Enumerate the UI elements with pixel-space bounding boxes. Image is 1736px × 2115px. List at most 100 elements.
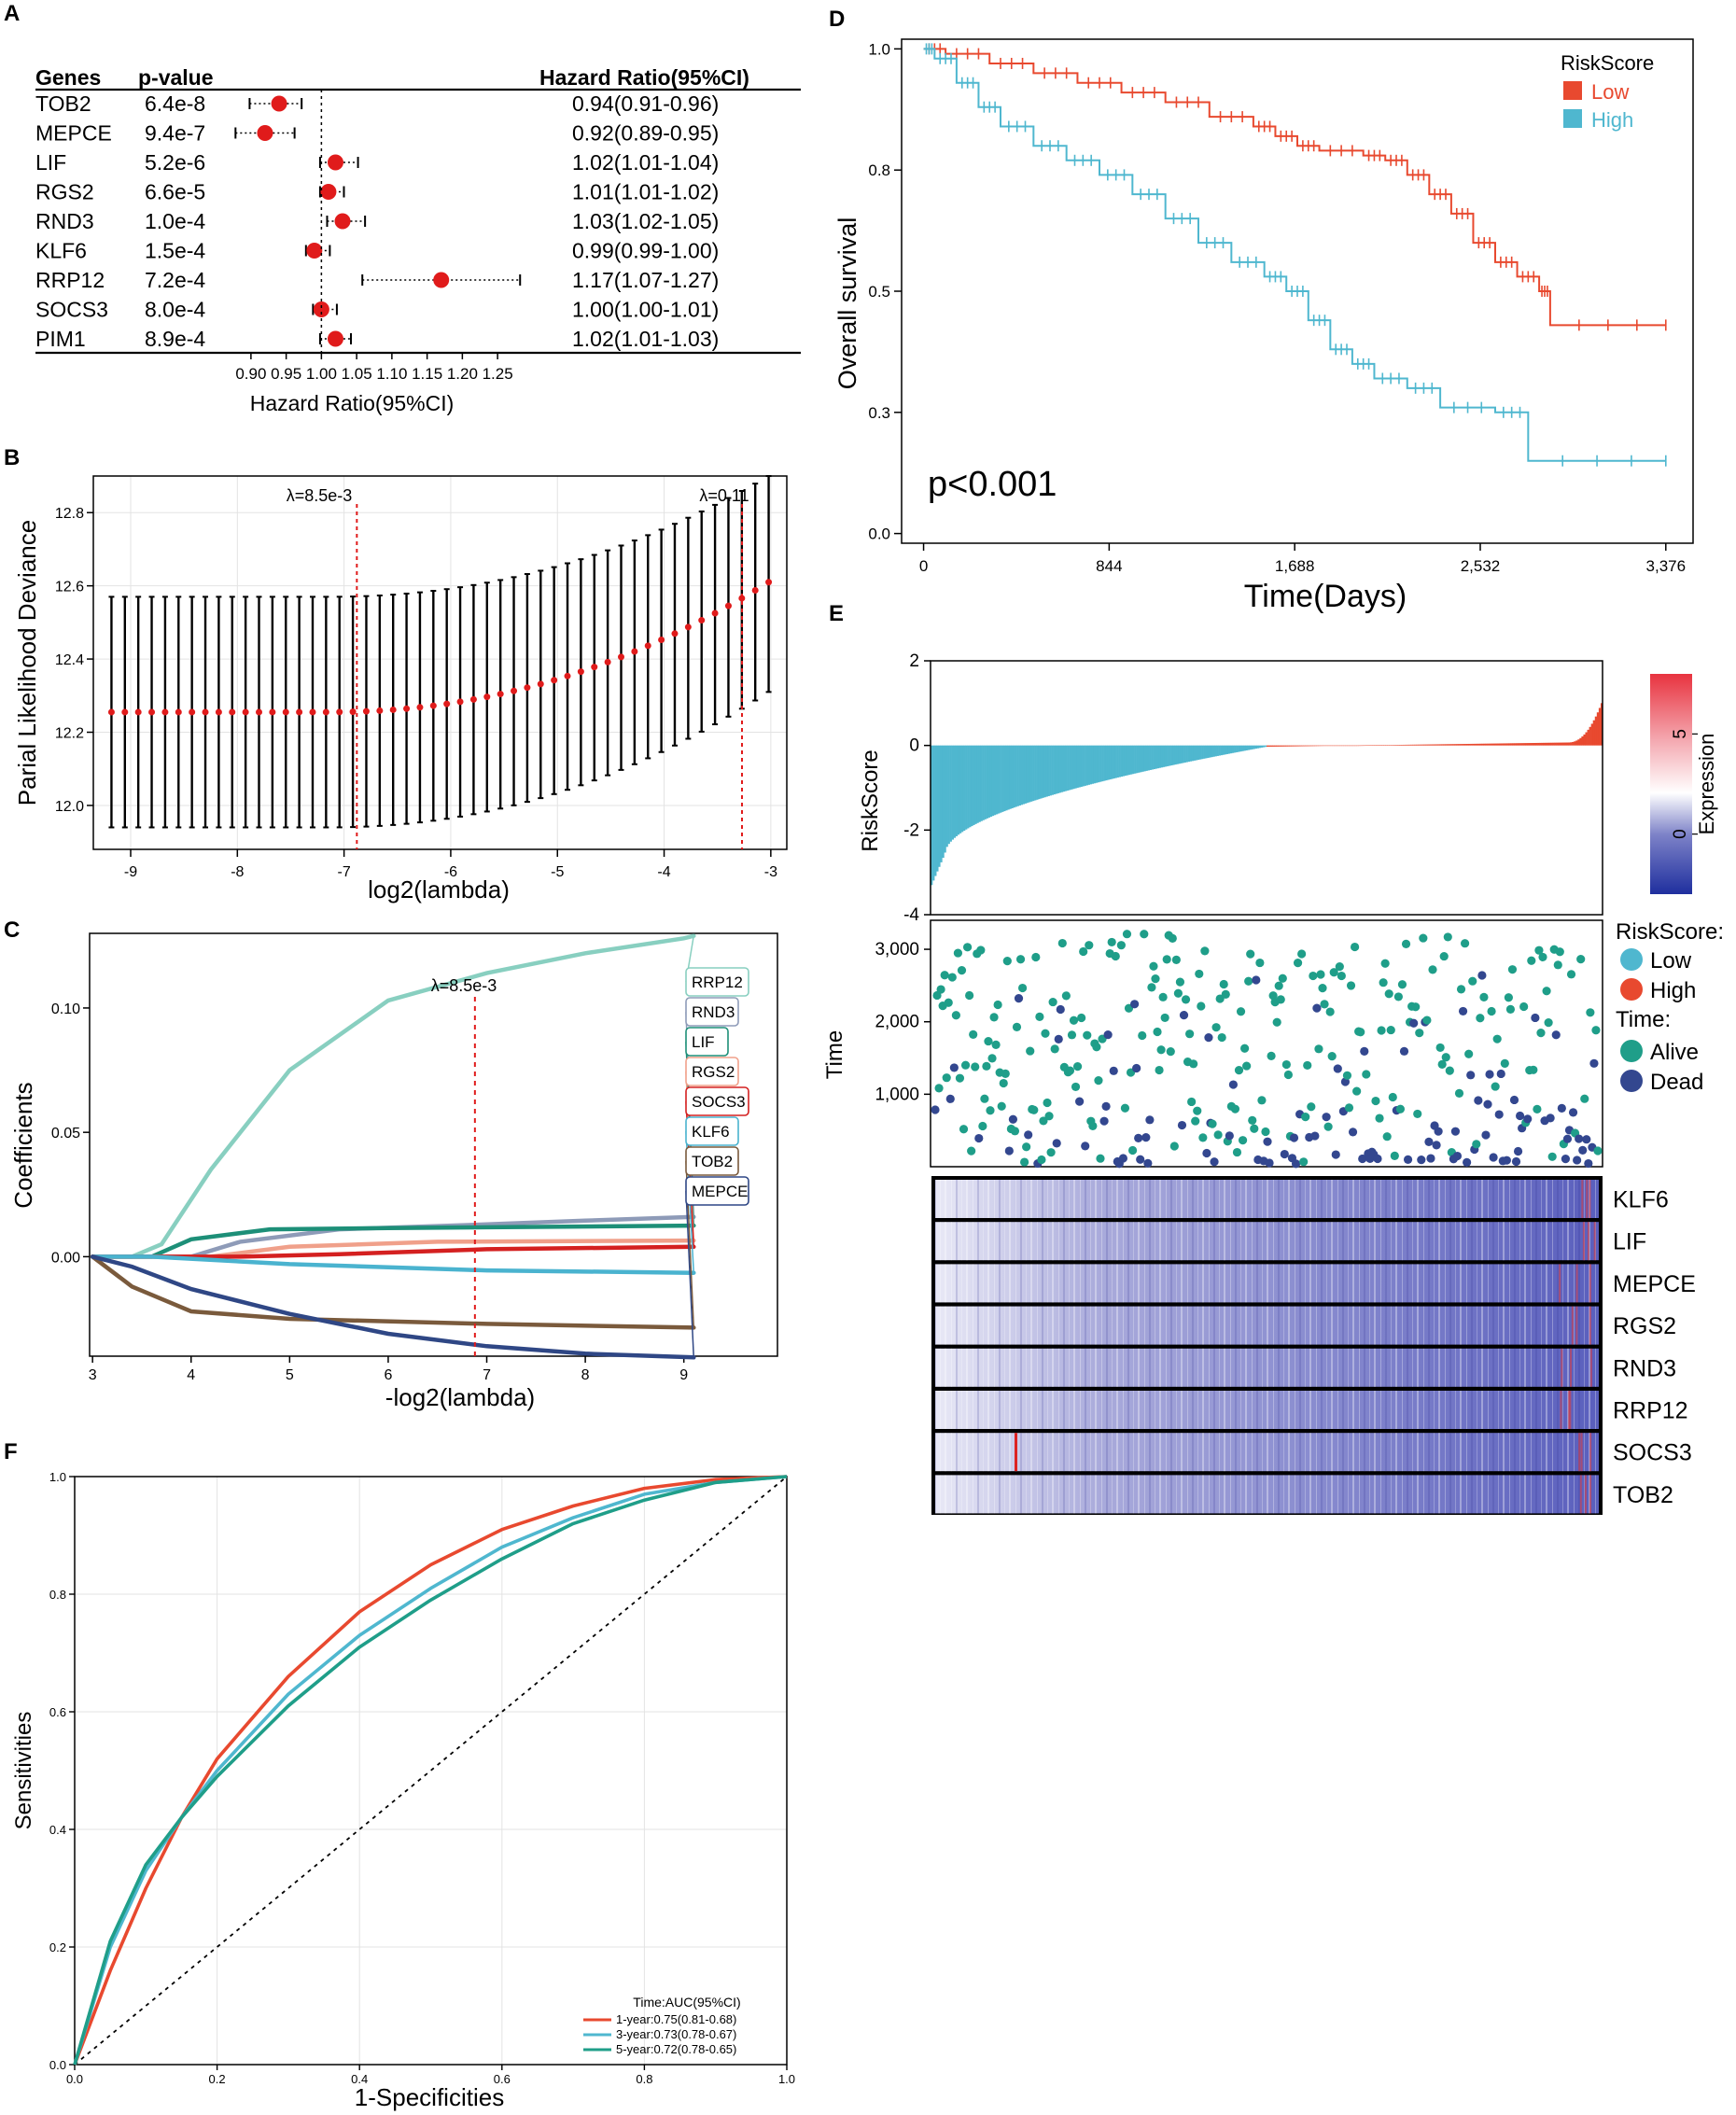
alive-point xyxy=(1445,1066,1454,1075)
alive-point xyxy=(1320,1000,1329,1009)
alive-point xyxy=(1283,1070,1293,1080)
km-y-label: Overall survival xyxy=(833,217,861,390)
cv-mean-point xyxy=(175,708,182,716)
riskscore-bar xyxy=(1178,745,1181,764)
alive-point xyxy=(1356,1028,1365,1037)
riskscore-bar xyxy=(1560,742,1563,746)
riskscore-bar xyxy=(1158,745,1162,768)
heatmap-high-cell xyxy=(1589,1475,1592,1514)
riskscore-bar xyxy=(1505,743,1507,746)
alive-point xyxy=(1278,973,1287,983)
dead-point xyxy=(1403,1155,1413,1164)
riskscore-bar xyxy=(1327,745,1331,747)
panel-b: B -9 -8 -7 -6 -5 -4 -3 12.0 12.2 12.4 12.6 12.8 λ=8… xyxy=(4,445,788,903)
riskscore-y-tick-label: 2 xyxy=(909,651,919,671)
riskscore-bar xyxy=(938,745,941,867)
alive-point xyxy=(1230,1104,1240,1114)
alive-point xyxy=(1255,958,1265,968)
riskscore-bar xyxy=(1113,745,1115,779)
roc-y-tick-label: 0.8 xyxy=(49,1588,66,1602)
alive-point xyxy=(1534,945,1544,955)
alive-point xyxy=(1566,970,1576,979)
riskscore-bar xyxy=(1420,744,1422,746)
riskscore-bar xyxy=(1418,744,1421,746)
riskscore-bar xyxy=(1262,745,1266,748)
alive-point xyxy=(1507,965,1518,974)
riskscore-bar xyxy=(949,745,952,842)
dead-point xyxy=(1358,1154,1367,1164)
dead-point xyxy=(1485,1070,1494,1079)
alive-point xyxy=(1138,1030,1147,1041)
alive-point xyxy=(1314,1044,1323,1054)
riskscore-bar xyxy=(1579,737,1582,746)
cv-mean-point xyxy=(269,708,276,716)
dead-point xyxy=(1075,1097,1085,1106)
dead-point xyxy=(949,1063,959,1072)
riskscore-bar xyxy=(1362,745,1365,747)
km-curve-low xyxy=(923,48,1666,327)
cv-mean-point xyxy=(577,668,584,676)
heatmap-high-cell xyxy=(1578,1433,1581,1472)
alive-point xyxy=(982,1061,991,1071)
dead-point xyxy=(1360,1046,1369,1056)
riskscore-bar xyxy=(1293,745,1296,747)
coef-y-tick-label: 0.10 xyxy=(51,1001,80,1017)
riskscore-bar xyxy=(1298,745,1302,747)
heatmap-high-cell xyxy=(1580,1433,1583,1472)
alive-point xyxy=(1031,952,1041,962)
heatmap-high-cell xyxy=(1589,1180,1591,1218)
forest-gene-label: PIM1 xyxy=(35,327,86,351)
riskscore-bar xyxy=(1305,745,1308,747)
alive-point xyxy=(1187,1097,1197,1107)
riskscore-bar xyxy=(1111,745,1113,779)
riskscore-bar xyxy=(987,745,991,818)
riskscore-bar xyxy=(1349,745,1351,747)
riskscore-bar xyxy=(1285,745,1288,747)
riskscore-bar xyxy=(1160,745,1164,768)
riskscore-bar xyxy=(1574,741,1576,746)
alive-point xyxy=(1454,1088,1464,1098)
riskscore-bar xyxy=(1429,744,1433,746)
alive-point xyxy=(1337,971,1346,981)
alive-point xyxy=(1043,1098,1052,1108)
alive-point xyxy=(1395,1104,1406,1114)
riskscore-bar xyxy=(1423,744,1427,746)
dead-point xyxy=(1584,1158,1593,1169)
dead-point xyxy=(1130,1000,1140,1009)
cv-mean-point xyxy=(189,708,196,716)
riskscore-bar xyxy=(1468,743,1471,746)
km-y-tick-label: 0.3 xyxy=(868,404,890,422)
alive-point xyxy=(1169,1142,1179,1151)
dead-point xyxy=(1103,1030,1113,1040)
roc-x-tick-label: 1.0 xyxy=(778,2072,795,2086)
panel-letter-b: B xyxy=(4,445,20,470)
forest-header-genes: Genes xyxy=(35,65,101,90)
heatmap-gene-label: RND3 xyxy=(1613,1355,1676,1381)
alive-point xyxy=(1107,937,1116,947)
coef-y-tick-label: 0.00 xyxy=(51,1250,80,1266)
alive-point xyxy=(1307,1102,1316,1112)
riskscore-bar xyxy=(1020,745,1024,805)
forest-x-tick-label: 1.00 xyxy=(306,365,337,383)
forest-x-tick-label: 1.05 xyxy=(342,365,372,383)
riskscore-bar xyxy=(1258,745,1262,749)
riskscore-bar xyxy=(1107,745,1110,780)
riskscore-bar xyxy=(957,745,960,835)
heatmap-high-cell xyxy=(1559,1264,1561,1303)
riskscore-bar xyxy=(1543,742,1546,746)
alive-point xyxy=(1193,1106,1202,1115)
dead-point xyxy=(1589,1058,1599,1068)
dead-point xyxy=(1101,1101,1111,1111)
km-y-tick-label: 0.5 xyxy=(868,283,890,301)
riskscore-bar xyxy=(1080,745,1083,788)
alive-point xyxy=(1468,976,1477,986)
riskscore-bar xyxy=(1238,745,1240,752)
riskscore-bar xyxy=(1556,742,1559,746)
forest-pvalue: 6.6e-5 xyxy=(145,180,205,204)
cv-mean-point xyxy=(644,642,651,650)
cv-mean-point xyxy=(309,708,316,716)
riskscore-bar xyxy=(1572,741,1575,746)
riskscore-bar xyxy=(1247,745,1250,750)
riskscore-bar xyxy=(1116,745,1119,778)
coef-path-rrp12 xyxy=(90,933,696,1259)
